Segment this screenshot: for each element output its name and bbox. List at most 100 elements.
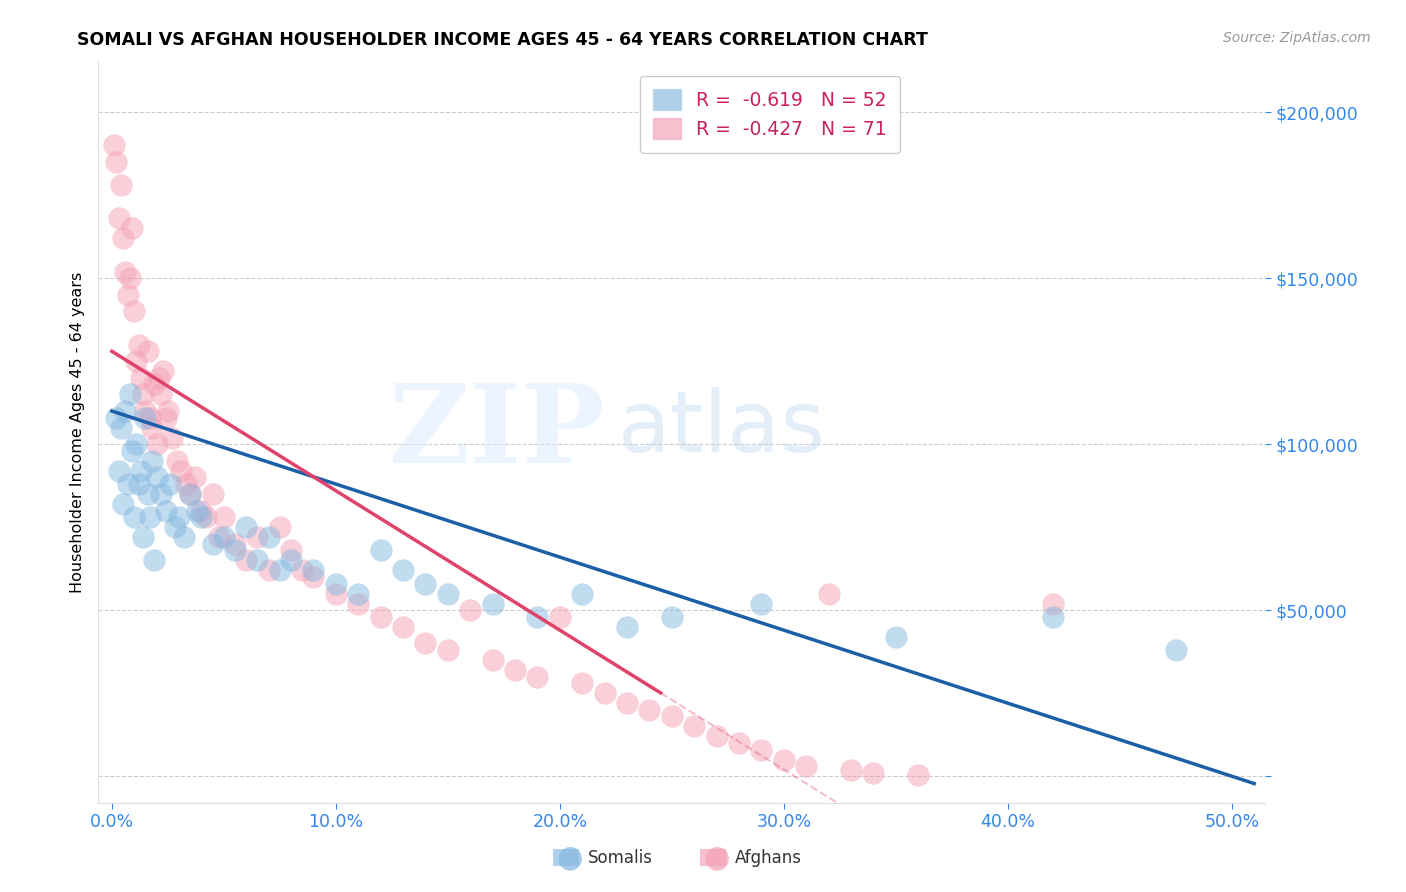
- Point: [139, 510, 162, 524]
- Point: [179, 487, 201, 501]
- Text: SOMALI VS AFGHAN HOUSEHOLDER INCOME AGES 45 - 64 YEARS CORRELATION CHART: SOMALI VS AFGHAN HOUSEHOLDER INCOME AGES…: [77, 31, 928, 49]
- Point: [152, 364, 174, 378]
- Point: [370, 543, 392, 558]
- Point: [415, 576, 437, 591]
- Point: [156, 404, 179, 418]
- Legend: R =  -0.619   N = 52, R =  -0.427   N = 71: R = -0.619 N = 52, R = -0.427 N = 71: [640, 76, 900, 153]
- Point: [751, 742, 773, 756]
- Point: [117, 477, 139, 491]
- Point: [751, 597, 773, 611]
- Point: [117, 288, 139, 302]
- Point: [269, 520, 291, 534]
- Point: [179, 487, 201, 501]
- Point: [162, 431, 184, 445]
- Point: [280, 543, 302, 558]
- Point: [548, 610, 571, 624]
- Point: [415, 636, 437, 650]
- Point: [190, 510, 212, 524]
- Point: [105, 155, 128, 169]
- Point: [150, 387, 173, 401]
- Point: [224, 537, 246, 551]
- Point: [155, 503, 177, 517]
- Point: [118, 387, 141, 401]
- Point: [224, 543, 246, 558]
- Text: Somalis: Somalis: [588, 849, 652, 867]
- Point: [132, 530, 155, 544]
- Point: [134, 410, 156, 425]
- Point: [728, 736, 751, 750]
- Text: ●: ●: [557, 844, 582, 872]
- Y-axis label: Householder Income Ages 45 - 64 years: Householder Income Ages 45 - 64 years: [69, 272, 84, 593]
- Point: [212, 510, 235, 524]
- Point: [167, 510, 190, 524]
- Point: [141, 420, 163, 434]
- Point: [166, 454, 188, 468]
- Point: [862, 766, 884, 780]
- Point: [772, 753, 794, 767]
- Point: [103, 138, 125, 153]
- Point: [481, 653, 503, 667]
- Point: [661, 709, 683, 723]
- Point: [163, 520, 186, 534]
- Point: [145, 470, 167, 484]
- Point: [121, 443, 143, 458]
- Point: [143, 377, 166, 392]
- Point: [201, 487, 224, 501]
- Point: [148, 371, 170, 385]
- Point: [503, 663, 526, 677]
- Point: [1164, 643, 1187, 657]
- Point: [302, 570, 325, 584]
- Point: [110, 178, 132, 193]
- Point: [105, 410, 128, 425]
- Point: [159, 477, 181, 491]
- Point: [370, 610, 392, 624]
- Point: [141, 454, 163, 468]
- Point: [112, 497, 135, 511]
- Point: [706, 730, 728, 744]
- Point: [302, 563, 325, 577]
- Point: [347, 597, 370, 611]
- Point: [122, 304, 145, 318]
- Point: [114, 404, 136, 418]
- Point: [184, 470, 207, 484]
- Point: [616, 696, 638, 710]
- Point: [129, 371, 152, 385]
- Point: [246, 553, 269, 567]
- Point: [107, 211, 129, 226]
- Point: [839, 763, 862, 777]
- Text: Source: ZipAtlas.com: Source: ZipAtlas.com: [1223, 31, 1371, 45]
- Text: ZIP: ZIP: [389, 379, 606, 486]
- Point: [194, 510, 217, 524]
- Point: [257, 563, 280, 577]
- Point: [118, 271, 141, 285]
- Point: [139, 410, 162, 425]
- Point: [201, 537, 224, 551]
- Point: [325, 576, 347, 591]
- Point: [571, 587, 593, 601]
- Point: [347, 587, 370, 601]
- Point: [907, 767, 929, 781]
- Point: [122, 510, 145, 524]
- Point: [235, 520, 257, 534]
- Point: [571, 676, 593, 690]
- Point: [150, 487, 173, 501]
- Point: [128, 477, 150, 491]
- Point: [212, 530, 235, 544]
- Point: [112, 231, 135, 245]
- Point: [134, 404, 156, 418]
- Point: [186, 503, 208, 517]
- Point: [269, 563, 291, 577]
- Text: atlas: atlas: [617, 387, 825, 470]
- Point: [235, 553, 257, 567]
- Point: [132, 387, 155, 401]
- Point: [392, 563, 415, 577]
- Point: [155, 410, 177, 425]
- Point: [616, 620, 638, 634]
- Point: [136, 487, 159, 501]
- Point: [291, 563, 314, 577]
- Point: [884, 630, 907, 644]
- Point: [481, 597, 503, 611]
- Point: [208, 530, 231, 544]
- Point: [121, 221, 143, 235]
- Point: [1042, 610, 1064, 624]
